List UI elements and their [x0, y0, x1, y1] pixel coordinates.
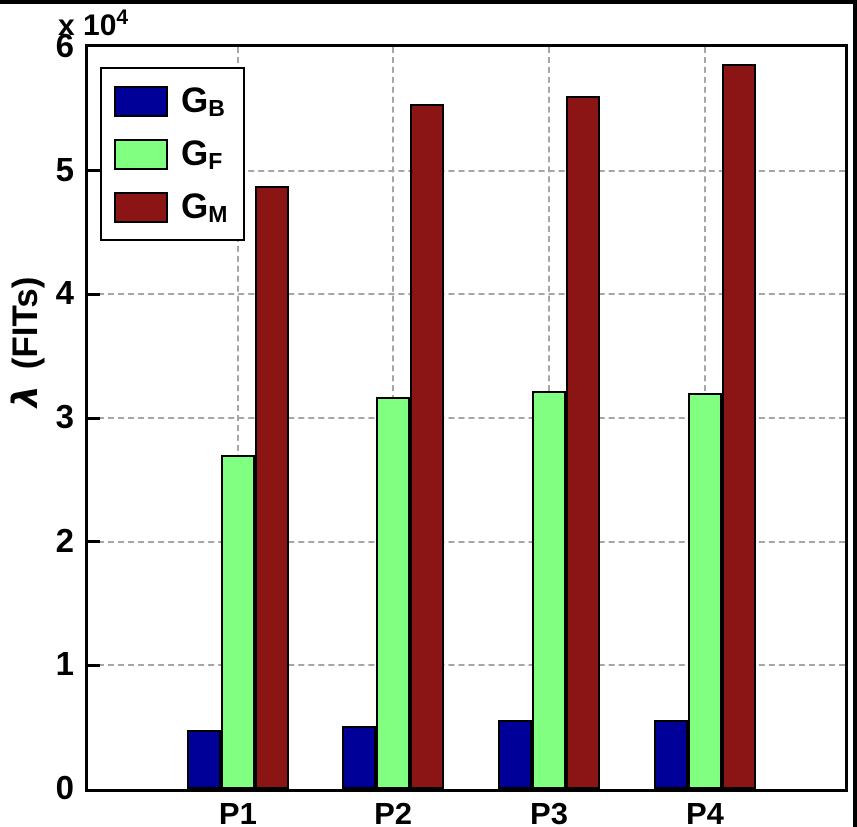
bar-G_M-P4 — [721, 64, 756, 789]
bar-G_F-P2 — [376, 396, 411, 789]
legend-label-G_M: GM — [181, 189, 227, 226]
y-tick-label-4: 4 — [55, 274, 74, 312]
y-tick-mark — [88, 663, 100, 667]
plot-area: GB GF GM — [85, 44, 848, 792]
legend-label-main: G — [181, 80, 209, 120]
y-tick-label-3: 3 — [55, 398, 74, 435]
legend-label-G_B: GB — [181, 83, 225, 120]
legend-entry-G_B: GB — [114, 79, 227, 123]
legend-swatch-G_F — [114, 138, 168, 170]
gridline-horizontal — [88, 417, 845, 419]
bar-G_B-P3 — [498, 719, 532, 789]
y-tick-label-6: 6 — [55, 27, 74, 64]
bar-G_B-P1 — [186, 729, 221, 789]
legend-entry-G_F: GF — [114, 132, 227, 176]
legend: GB GF GM — [100, 67, 246, 241]
legend-entry-G_M: GM — [114, 185, 227, 229]
y-tick-mark — [88, 416, 100, 420]
gridline-horizontal — [88, 169, 845, 172]
legend-label-main: G — [181, 133, 209, 173]
x-tick-label-P2: P2 — [374, 796, 413, 827]
legend-label-subscript: B — [208, 94, 225, 121]
y-axis-multiplier-base: x 10 — [58, 9, 117, 42]
bar-G_B-P2 — [342, 725, 377, 789]
bar-G_F-P3 — [532, 390, 566, 789]
legend-label-subscript: F — [208, 147, 223, 174]
bar-G_F-P4 — [687, 393, 722, 789]
gridline-vertical — [236, 47, 239, 789]
x-tick-label-P3: P3 — [530, 796, 568, 827]
x-tick-label-P1: P1 — [218, 796, 257, 827]
y-tick-label-0: 0 — [55, 769, 74, 806]
y-axis-multiplier: x 104 — [58, 6, 128, 43]
bar-G_M-P1 — [254, 185, 289, 789]
x-tick-label-P4: P4 — [685, 796, 724, 827]
y-tick-mark — [88, 292, 100, 296]
legend-label-subscript: M — [208, 200, 228, 227]
legend-swatch-G_M — [114, 191, 168, 223]
bar-G_F-P1 — [220, 455, 255, 789]
bar-G_M-P2 — [410, 103, 445, 789]
y-tick-label-5: 5 — [55, 150, 74, 188]
y-tick-mark — [88, 540, 100, 544]
gridline-horizontal — [88, 293, 845, 296]
bar-G_B-P4 — [653, 719, 688, 789]
legend-swatch-G_B — [114, 85, 168, 117]
legend-label-G_F: GF — [181, 136, 222, 173]
bar-G_M-P3 — [566, 96, 600, 789]
y-axis-multiplier-exponent: 4 — [116, 6, 129, 29]
gridline-horizontal — [88, 664, 845, 667]
y-tick-mark — [88, 169, 100, 173]
y-tick-label-2: 2 — [55, 521, 74, 559]
y-tick-label-1: 1 — [55, 645, 74, 683]
legend-label-main: G — [181, 186, 209, 226]
gridline-horizontal — [88, 540, 845, 543]
